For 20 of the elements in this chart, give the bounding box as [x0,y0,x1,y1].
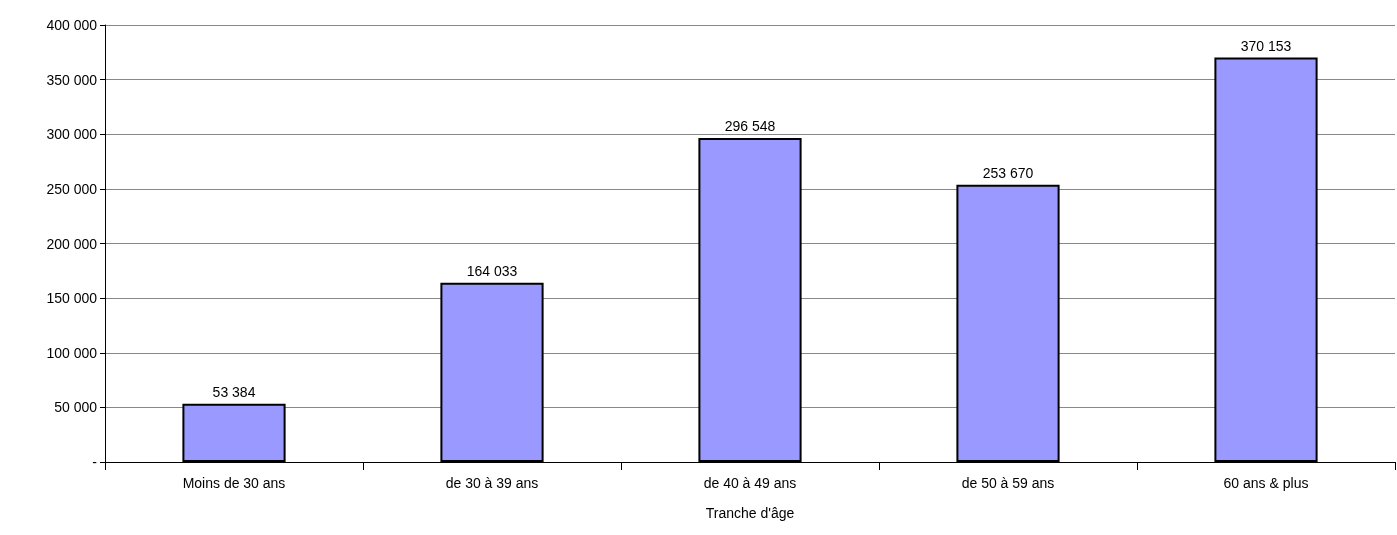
y-tick-label: 200 000 [46,235,98,252]
data-label: 296 548 [724,118,776,135]
x-tick-label: de 50 à 59 ans [961,475,1055,491]
y-tick-label: - [92,454,98,470]
x-tick-label: Moins de 30 ans [182,475,286,491]
x-tick-label: 60 ans & plus [1223,475,1309,491]
data-label: 164 033 [466,262,518,279]
x-tick-label: de 30 à 39 ans [445,475,539,491]
x-tick-label: de 40 à 49 ans [703,475,797,491]
y-tick-label: 300 000 [46,126,98,143]
y-tick-label: 350 000 [46,71,98,88]
y-tick-label: 150 000 [46,290,98,307]
x-axis-title: Tranche d'âge [705,505,795,521]
y-tick-label: 50 000 [54,399,98,416]
y-tick-label: 100 000 [46,344,98,361]
data-label: 53 384 [212,383,256,400]
data-label: 370 153 [1240,37,1292,54]
y-tick-label: 250 000 [46,180,98,197]
data-label: 253 670 [982,164,1034,181]
y-tick-label: 400 000 [46,17,98,33]
